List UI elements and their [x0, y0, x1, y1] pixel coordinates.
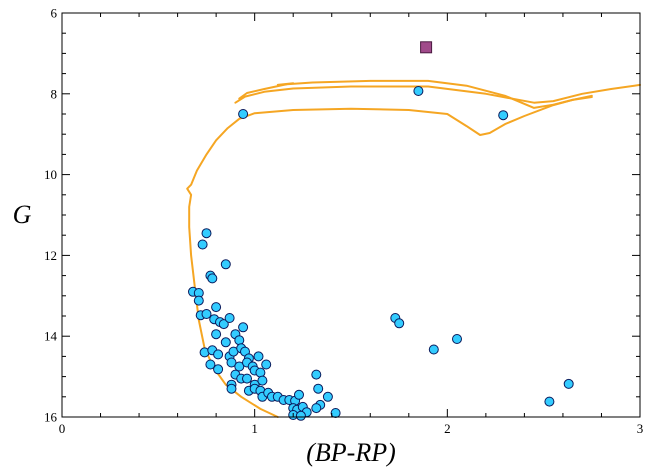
data-point [205, 359, 216, 370]
data-point [242, 373, 252, 384]
data-point [220, 337, 231, 348]
data-point [238, 322, 249, 333]
data-point [226, 357, 237, 368]
data-point [201, 309, 212, 319]
data-point [224, 313, 235, 323]
x-tick-label: 0 [59, 421, 66, 436]
y-tick-label: 12 [44, 248, 57, 263]
y-tick-label: 10 [44, 167, 57, 182]
data-point [226, 383, 237, 394]
isochrone-curve-1 [186, 96, 593, 418]
data-point [234, 335, 245, 346]
plot-frame [61, 12, 641, 418]
data-point [498, 110, 509, 121]
data-point [238, 109, 249, 119]
data-point [234, 361, 245, 372]
axis-ticks [61, 12, 641, 418]
data-point [322, 391, 333, 402]
data-point [413, 86, 424, 96]
data-point [218, 319, 229, 330]
data-point [452, 334, 462, 344]
data-point [394, 318, 405, 329]
y-tick-label: 14 [44, 329, 58, 344]
data-point [211, 302, 222, 313]
data-point [201, 228, 212, 239]
data-point [311, 369, 322, 380]
data-point [193, 295, 204, 306]
data-point [563, 378, 574, 389]
y-tick-label: 16 [44, 410, 58, 425]
data-point [330, 408, 341, 418]
data-point [311, 403, 322, 414]
x-tick-label: 2 [444, 421, 451, 436]
x-axis-label: (BP-RP) [306, 438, 396, 467]
data-point [253, 351, 264, 362]
x-tick-label: 1 [251, 421, 258, 436]
y-axis-label: G [13, 200, 32, 229]
data-point [220, 259, 231, 270]
data-point [428, 344, 439, 355]
data-point [295, 410, 306, 421]
data-point [207, 273, 218, 284]
data-point [213, 349, 224, 360]
y-tick-label: 8 [51, 86, 58, 101]
isochrone-curve-3 [234, 83, 641, 104]
data-point [294, 389, 304, 400]
data-point [197, 239, 208, 250]
data-point [544, 396, 555, 407]
data-point [313, 383, 324, 394]
data-point [261, 359, 272, 370]
isochrone-curves [186, 79, 641, 418]
x-tick-label: 3 [637, 421, 644, 436]
y-tick-label: 6 [51, 6, 58, 21]
data-point [211, 329, 222, 340]
data-point [257, 375, 268, 386]
isochrone-curve-2 [238, 79, 593, 109]
data-point [213, 364, 224, 375]
data-points [188, 41, 574, 421]
special-star-marker [420, 41, 433, 54]
